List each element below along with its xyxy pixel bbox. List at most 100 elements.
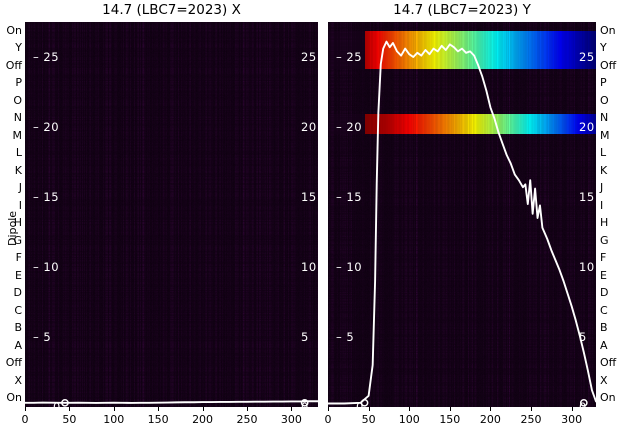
category-label-right: G bbox=[600, 233, 609, 247]
inner-y-tick-label: – 25 bbox=[336, 50, 363, 64]
inner-y-tick-label-right: 15 bbox=[301, 190, 317, 204]
category-label-right: F bbox=[600, 251, 607, 265]
x-tick-label: 150 bbox=[439, 413, 461, 426]
category-label-right: J bbox=[600, 181, 604, 195]
x-tick-label: 250 bbox=[236, 413, 258, 426]
x-tick-mark bbox=[291, 407, 293, 411]
x-tick-mark bbox=[202, 407, 204, 411]
x-tick-label: 100 bbox=[398, 413, 420, 426]
category-label-right: M bbox=[600, 128, 610, 142]
x-tick-mark bbox=[246, 407, 248, 411]
category-label-right: O bbox=[600, 93, 609, 107]
category-label-right: H bbox=[600, 216, 609, 230]
inner-y-tick-label-right: 20 bbox=[579, 120, 595, 134]
x-tick-mark bbox=[490, 407, 492, 411]
inner-y-tick-label: – 10 bbox=[336, 260, 363, 274]
inner-y-tick-label-right: 0 bbox=[301, 400, 309, 407]
x-tick-label: 200 bbox=[479, 413, 501, 426]
x-tick-label: 0 bbox=[324, 413, 332, 426]
x-tick-mark bbox=[69, 407, 71, 411]
x-tick-label: 50 bbox=[361, 413, 376, 426]
category-label-left: M bbox=[12, 128, 23, 142]
category-label-right: K bbox=[600, 163, 608, 177]
inner-y-tick-label: – 5 bbox=[336, 330, 355, 344]
inner-y-tick-label-right: 5 bbox=[579, 330, 587, 344]
category-label-left: E bbox=[15, 268, 22, 282]
category-label-left: H bbox=[13, 216, 22, 230]
trace-line bbox=[328, 40, 596, 405]
overlay-trace-x bbox=[25, 398, 318, 407]
category-label-left: A bbox=[14, 338, 22, 352]
x-tick-label: 300 bbox=[561, 413, 583, 426]
category-label-left: X bbox=[14, 373, 22, 387]
category-label-left: D bbox=[13, 286, 22, 300]
category-label-left: J bbox=[18, 181, 22, 195]
panel-title-y: 14.7 (LBC7=2023) Y bbox=[393, 2, 531, 18]
heatmap-panel-y[interactable]: 0 – 5 – 10 – 15 – 20 – 25 0 5 10 15 20 25 bbox=[328, 22, 596, 407]
category-label-right: I bbox=[600, 198, 604, 212]
category-label-right: C bbox=[600, 303, 608, 317]
category-label-right: Off bbox=[600, 356, 617, 370]
inner-y-tick-label-right: 25 bbox=[301, 50, 317, 64]
category-label-left: N bbox=[13, 111, 22, 125]
category-label-right: P bbox=[600, 76, 607, 90]
trace-marker bbox=[579, 398, 588, 407]
trace-marker bbox=[300, 398, 309, 407]
trace-line bbox=[25, 400, 318, 404]
category-label-right: On bbox=[600, 391, 616, 405]
inner-y-tick-label: – 20 bbox=[336, 120, 363, 134]
trace-marker bbox=[360, 398, 369, 407]
overlay-trace-y bbox=[328, 40, 596, 407]
category-label-left: C bbox=[14, 303, 22, 317]
inner-y-tick-label: 0 bbox=[53, 400, 61, 407]
x-tick-mark bbox=[449, 407, 451, 411]
category-label-left: On bbox=[6, 23, 22, 37]
x-tick-label: 100 bbox=[103, 413, 125, 426]
inner-y-tick-label-right: 10 bbox=[301, 260, 317, 274]
inner-y-tick-label-right: 25 bbox=[579, 50, 595, 64]
x-tick-label: 0 bbox=[21, 413, 29, 426]
category-label-left: I bbox=[18, 198, 22, 212]
inner-y-tick-label: – 5 bbox=[33, 330, 52, 344]
category-label-left: P bbox=[15, 76, 22, 90]
inner-y-tick-label-right: 10 bbox=[579, 260, 595, 274]
category-label-right: A bbox=[600, 338, 608, 352]
inner-y-tick-label: – 15 bbox=[336, 190, 363, 204]
category-label-right: Y bbox=[600, 41, 607, 55]
inner-y-tick-label: – 25 bbox=[33, 50, 60, 64]
category-label-left: F bbox=[15, 251, 22, 265]
x-tick-label: 150 bbox=[147, 413, 169, 426]
category-label-right: L bbox=[600, 146, 607, 160]
category-label-left: Off bbox=[5, 58, 22, 72]
category-label-right: X bbox=[600, 373, 608, 387]
category-label-left: Y bbox=[15, 41, 22, 55]
category-label-right: Off bbox=[600, 58, 617, 72]
category-label-left: K bbox=[14, 163, 22, 177]
x-tick-mark bbox=[25, 407, 26, 411]
category-label-left: G bbox=[13, 233, 22, 247]
category-label-right: On bbox=[600, 23, 616, 37]
x-tick-mark bbox=[328, 407, 329, 411]
category-label-left: On bbox=[6, 391, 22, 405]
category-label-left: Off bbox=[5, 356, 22, 370]
inner-y-tick-label: – 10 bbox=[33, 260, 60, 274]
x-tick-mark bbox=[571, 407, 573, 411]
x-tick-label: 250 bbox=[520, 413, 542, 426]
category-label-right: E bbox=[600, 268, 607, 282]
inner-y-tick-label-right: 5 bbox=[301, 330, 309, 344]
category-label-left: O bbox=[13, 93, 22, 107]
x-tick-mark bbox=[409, 407, 411, 411]
x-tick-mark bbox=[158, 407, 160, 411]
x-tick-label: 50 bbox=[62, 413, 77, 426]
heatmap-canvas-x bbox=[25, 22, 318, 407]
category-label-right: B bbox=[600, 321, 608, 335]
panel-title-x: 14.7 (LBC7=2023) X bbox=[102, 2, 241, 18]
inner-y-tick-label-right: 0 bbox=[579, 400, 587, 407]
inner-y-tick-label: 0 bbox=[356, 400, 364, 407]
heatmap-panel-x[interactable]: 0 – 5 – 10 – 15 – 20 – 25 0 5 10 15 20 25 bbox=[25, 22, 318, 407]
x-tick-mark bbox=[531, 407, 533, 411]
x-tick-mark bbox=[113, 407, 115, 411]
x-tick-mark bbox=[368, 407, 370, 411]
category-label-right: D bbox=[600, 286, 609, 300]
